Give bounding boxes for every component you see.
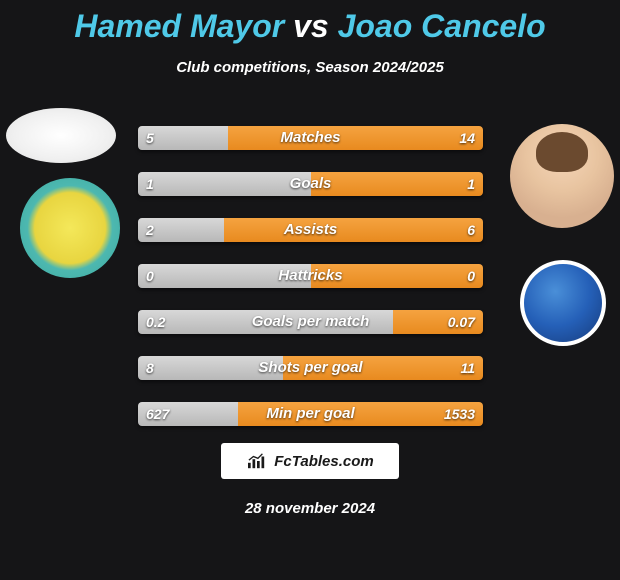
stat-row: 6271533Min per goal xyxy=(138,402,483,426)
stat-label: Goals per match xyxy=(138,310,483,334)
player1-club-badge xyxy=(20,178,120,278)
stat-label: Goals xyxy=(138,172,483,196)
player1-avatar xyxy=(6,108,116,163)
stat-label: Hattricks xyxy=(138,264,483,288)
stat-label: Assists xyxy=(138,218,483,242)
brand-text: FcTables.com xyxy=(274,453,373,470)
player2-club-badge xyxy=(520,260,606,346)
stat-label: Shots per goal xyxy=(138,356,483,380)
player2-avatar xyxy=(510,124,614,228)
stat-row: 514Matches xyxy=(138,126,483,150)
stat-row: 11Goals xyxy=(138,172,483,196)
brand-logo[interactable]: FcTables.com xyxy=(221,443,399,479)
player1-name: Hamed Mayor xyxy=(74,8,284,44)
snapshot-date: 28 november 2024 xyxy=(0,500,620,517)
stat-row: 0.20.07Goals per match xyxy=(138,310,483,334)
stat-row: 26Assists xyxy=(138,218,483,242)
chart-icon xyxy=(246,452,268,470)
player2-name: Joao Cancelo xyxy=(338,8,546,44)
vs-text: vs xyxy=(293,8,329,44)
comparison-title: Hamed Mayor vs Joao Cancelo xyxy=(0,0,620,45)
stats-bars-container: 514Matches 11Goals 26Assists 00Hattricks 0.2… xyxy=(138,126,483,448)
season-subtitle: Club competitions, Season 2024/2025 xyxy=(0,59,620,76)
stat-row: 811Shots per goal xyxy=(138,356,483,380)
stat-row: 00Hattricks xyxy=(138,264,483,288)
stat-label: Min per goal xyxy=(138,402,483,426)
stat-label: Matches xyxy=(138,126,483,150)
